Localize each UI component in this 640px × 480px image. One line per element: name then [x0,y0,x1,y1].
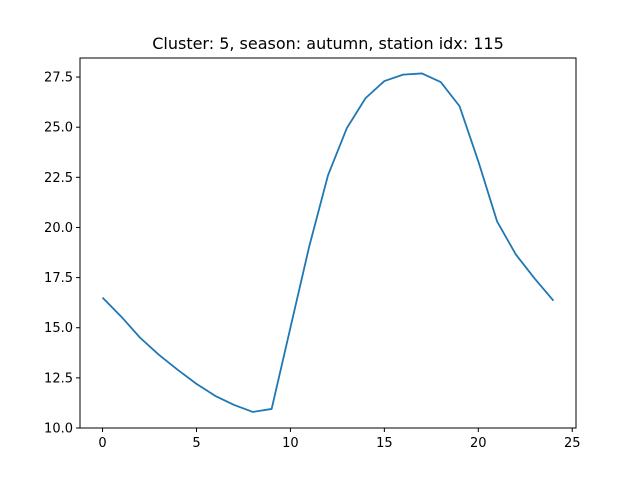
chart-title: Cluster: 5, season: autumn, station idx:… [152,34,504,53]
y-tick-label: 20.0 [44,221,73,236]
y-axis: 10.0 12.5 15.0 17.5 20.0 22.5 25.0 27.5 [44,71,80,437]
plot-area [80,58,576,428]
y-tick-label: 25.0 [44,121,73,136]
plot-background [80,58,576,428]
x-tick-label: 10 [282,436,299,451]
y-tick-label: 12.5 [44,371,73,386]
x-tick-label: 5 [192,436,200,451]
y-tick-label: 17.5 [44,271,73,286]
x-tick-label: 20 [470,436,487,451]
y-tick-label: 15.0 [44,321,73,336]
series-layer [101,72,555,413]
x-axis: 0 5 10 15 20 25 [98,428,581,451]
y-tick-label: 10.0 [44,422,73,437]
y-tick-label: 22.5 [44,171,73,186]
x-tick-label: 15 [376,436,393,451]
x-tick-label: 25 [564,436,581,451]
axes-frame [79,57,577,429]
series-line-0 [101,72,555,413]
y-tick-label: 27.5 [44,71,73,86]
x-tick-label: 0 [98,436,106,451]
